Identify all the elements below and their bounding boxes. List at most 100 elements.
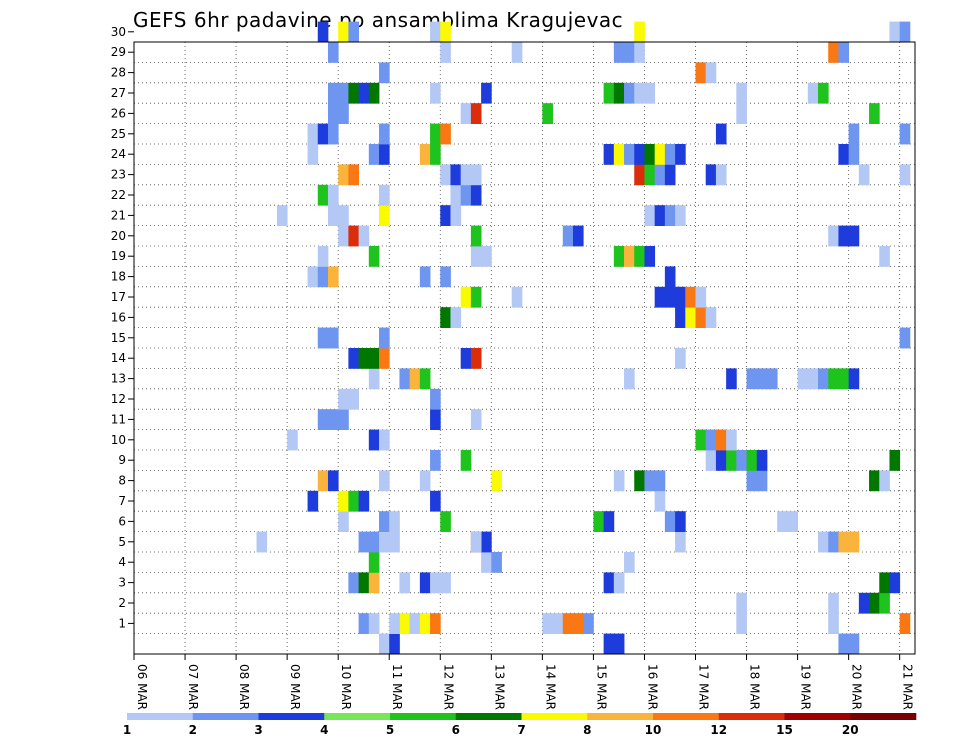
- x-tick-label: 11 MAR: [390, 664, 404, 710]
- heatmap-cell: [644, 82, 656, 104]
- heatmap-cell: [869, 470, 880, 492]
- x-tick-label: 18 MAR: [748, 664, 762, 710]
- heatmap-cell: [368, 348, 380, 369]
- heatmap-cell: [399, 613, 411, 634]
- heatmap-cell: [440, 511, 451, 532]
- heatmap-cell: [317, 246, 329, 267]
- heatmap-cell: [593, 511, 605, 532]
- heatmap-cell: [624, 42, 635, 63]
- heatmap-cell: [634, 21, 645, 43]
- heatmap-cell: [430, 490, 441, 512]
- heatmap-cell: [695, 307, 707, 328]
- heatmap-cell: [338, 205, 349, 226]
- heatmap-cell: [389, 531, 400, 553]
- heatmap-cell: [430, 21, 441, 43]
- heatmap-cell: [460, 103, 472, 124]
- heatmap-cell: [348, 82, 360, 104]
- heatmap-cell: [562, 613, 574, 634]
- x-tick-label: 07 MAR: [186, 664, 200, 710]
- y-tick-label: 29: [111, 45, 126, 59]
- heatmap-cell: [848, 225, 860, 247]
- x-tick-label: 10 MAR: [339, 664, 353, 710]
- heatmap-cell: [358, 348, 370, 369]
- heatmap-cell: [379, 62, 390, 84]
- x-tick-label: 09 MAR: [288, 664, 302, 710]
- heatmap-cell: [470, 531, 482, 553]
- heatmap-cell: [307, 490, 319, 512]
- y-tick-label: 3: [118, 576, 126, 590]
- heatmap-cell: [430, 123, 441, 145]
- heatmap-cell: [828, 531, 839, 553]
- heatmap-cell: [828, 225, 839, 247]
- y-tick-label: 27: [111, 86, 126, 100]
- heatmap-cell: [327, 82, 339, 104]
- heatmap-cell: [654, 470, 666, 492]
- heatmap-cell: [613, 246, 625, 267]
- heatmap-cell: [726, 450, 737, 471]
- heatmap-cell: [542, 103, 553, 124]
- heatmap-cell: [603, 633, 615, 655]
- heatmap-cell: [389, 511, 400, 532]
- y-tick-label: 18: [111, 270, 126, 284]
- heatmap-cell: [358, 531, 370, 553]
- heatmap-cell: [818, 531, 829, 553]
- heatmap-cell: [409, 613, 421, 634]
- heatmap-cell: [899, 123, 911, 145]
- heatmap-cell: [379, 633, 390, 655]
- heatmap-cell: [644, 205, 656, 226]
- y-tick-label: 25: [111, 127, 126, 141]
- heatmap-cell: [379, 327, 390, 349]
- legend-swatch: [192, 713, 259, 720]
- heatmap-cell: [634, 82, 645, 104]
- heatmap-cell: [613, 82, 625, 104]
- heatmap-cell: [746, 450, 758, 471]
- heatmap-cell: [368, 82, 380, 104]
- heatmap-cell: [481, 82, 492, 104]
- heatmap-cell: [511, 286, 523, 308]
- y-tick-label: 6: [118, 514, 126, 528]
- heatmap-cell: [838, 144, 850, 165]
- legend-swatch: [455, 713, 522, 720]
- heatmap-cell: [736, 613, 747, 634]
- heatmap-cell: [613, 144, 625, 165]
- y-tick-label: 30: [111, 25, 126, 39]
- heatmap-cell: [419, 470, 431, 492]
- heatmap-cell: [389, 633, 400, 655]
- y-tick-label: 19: [111, 249, 126, 263]
- heatmap-cell: [634, 470, 645, 492]
- x-tick-label: 13 MAR: [492, 664, 506, 710]
- heatmap-cell: [368, 572, 380, 594]
- legend-swatch: [653, 713, 720, 720]
- y-axis-ticks: 1234567891011121314151617181920212223242…: [111, 25, 134, 630]
- heatmap-cell: [634, 164, 645, 186]
- heatmap-cell: [848, 531, 860, 553]
- heatmap-cell: [899, 613, 911, 634]
- heatmap-cell: [664, 144, 676, 165]
- legend-swatch: [127, 713, 194, 720]
- heatmap-cell: [256, 531, 268, 553]
- y-tick-label: 7: [118, 494, 126, 508]
- heatmap-cell: [348, 21, 360, 43]
- heatmap-cell: [430, 572, 441, 594]
- heatmap-cell: [307, 266, 319, 288]
- heatmap-cell: [368, 246, 380, 267]
- heatmap-cell: [736, 103, 747, 124]
- heatmap-cell: [675, 286, 686, 308]
- heatmap-cell: [756, 368, 768, 390]
- heatmap-cell: [348, 164, 360, 186]
- heatmap-cell: [736, 450, 747, 471]
- heatmap-cell: [338, 164, 349, 186]
- heatmap-cell: [675, 348, 686, 369]
- heatmap-cell: [807, 368, 819, 390]
- y-tick-label: 4: [118, 555, 126, 569]
- legend-label: 12: [710, 723, 727, 737]
- heatmap-cell: [613, 42, 625, 63]
- heatmap-cell: [624, 368, 635, 390]
- y-tick-label: 17: [111, 290, 126, 304]
- legend-label: 3: [254, 723, 262, 737]
- legend-swatch: [390, 713, 457, 720]
- y-tick-label: 14: [111, 351, 126, 365]
- heatmap-cell: [327, 42, 339, 63]
- legend-label: 7: [517, 723, 525, 737]
